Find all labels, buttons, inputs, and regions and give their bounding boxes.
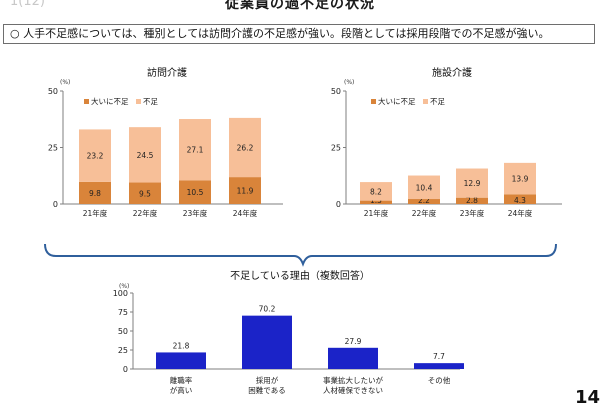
bar-segment [456,197,488,204]
y-tick-label: 0 [53,200,58,209]
bar-segment [79,181,111,204]
data-label: 9.8 [89,189,101,198]
bar [156,352,206,369]
legend-swatch [136,99,141,104]
summary-text: 人手不足感については、種別としては訪問介護の不足感が強い。段階としては採用段階で… [23,27,550,40]
x-tick-label: 22年度 [412,208,437,218]
bar-segment [408,199,440,204]
x-tick-label: 困難である [248,385,285,395]
data-label: 2.2 [418,196,430,205]
bar-segment [408,175,440,200]
x-tick-label: 21年度 [83,208,108,218]
y-unit-label: (%) [60,79,70,86]
x-tick-label: 採用が [256,375,279,385]
page-title: 従業員の過不足の状況 [225,0,375,12]
x-tick-label: 21年度 [364,208,389,218]
data-label: 4.3 [514,196,526,205]
chart-title: 訪問介護 [147,66,187,79]
data-label: 24.5 [137,151,154,160]
legend-label: 不足 [143,97,158,106]
bar-segment [79,129,111,182]
bar-segment [229,177,261,204]
y-tick-label: 100 [113,289,128,298]
data-label: 11.9 [237,187,254,196]
bar-segment [504,194,536,204]
bullet-circle: ○ [10,27,20,40]
y-tick-label: 50 [331,87,341,96]
data-label: 13.9 [512,175,529,184]
x-tick-label: その他 [428,375,451,385]
data-label: 8.2 [370,187,382,196]
bar [242,315,292,369]
page-header: 1(12) 従業員の過不足の状況 [0,0,600,14]
x-tick-label: 事業拡大したいが [323,375,383,385]
data-label: 10.4 [416,183,433,192]
x-tick-label: 人材確保できない [323,385,383,395]
bar [414,363,464,369]
bar-segment [360,182,392,201]
x-tick-label: 24年度 [233,208,258,218]
y-tick-label: 25 [118,346,128,355]
data-label: 27.1 [187,146,204,155]
bar-segment [456,168,488,198]
bar [328,347,378,369]
corner-page-number: 14 [574,387,600,408]
data-label: 2.8 [466,196,478,205]
y-tick-label: 0 [336,200,341,209]
data-label: 7.7 [433,352,445,361]
legend-swatch [371,99,376,104]
y-tick-label: 50 [118,327,128,336]
data-label: 21.8 [173,341,190,350]
x-tick-label: 24年度 [508,208,533,218]
x-tick-label: 離職率 [170,375,193,385]
page-number: 1(12) [10,0,45,9]
data-label: 9.5 [139,189,151,198]
data-label: 10.5 [187,188,204,197]
bar-segment [129,127,161,183]
y-tick-label: 50 [48,87,58,96]
chart-title: 不足している理由（複数回答） [230,269,370,282]
data-label: 23.2 [87,152,104,161]
y-tick-label: 75 [118,308,128,317]
bar-segment [360,200,392,204]
bracket-connector [44,243,557,267]
x-tick-label: 23年度 [183,208,208,218]
bar-segment [504,162,536,195]
bar-segment [179,119,211,181]
bar-segment [229,117,261,178]
data-label: 70.2 [259,305,276,314]
x-tick-label: が高い [170,385,193,395]
legend-swatch [84,99,89,104]
data-label: 26.2 [237,144,254,153]
y-unit-label: (%) [344,79,354,86]
data-label: 27.9 [345,337,362,346]
legend-label: 不足 [430,97,445,106]
y-tick-label: 0 [123,365,128,374]
x-tick-label: 23年度 [460,208,485,218]
x-tick-label: 22年度 [133,208,158,218]
summary-box: ○ 人手不足感については、種別としては訪問介護の不足感が強い。段階としては採用段… [3,24,595,44]
y-tick-label: 25 [48,144,58,153]
data-label: 12.9 [464,179,481,188]
y-unit-label: (%) [119,283,129,290]
legend-label: 大いに不足 [91,96,129,106]
chart-title: 施設介護 [432,66,472,79]
y-tick-label: 25 [331,144,341,153]
legend-swatch [423,99,428,104]
legend-label: 大いに不足 [378,96,416,106]
bar-segment [129,182,161,204]
bar-segment [179,180,211,204]
